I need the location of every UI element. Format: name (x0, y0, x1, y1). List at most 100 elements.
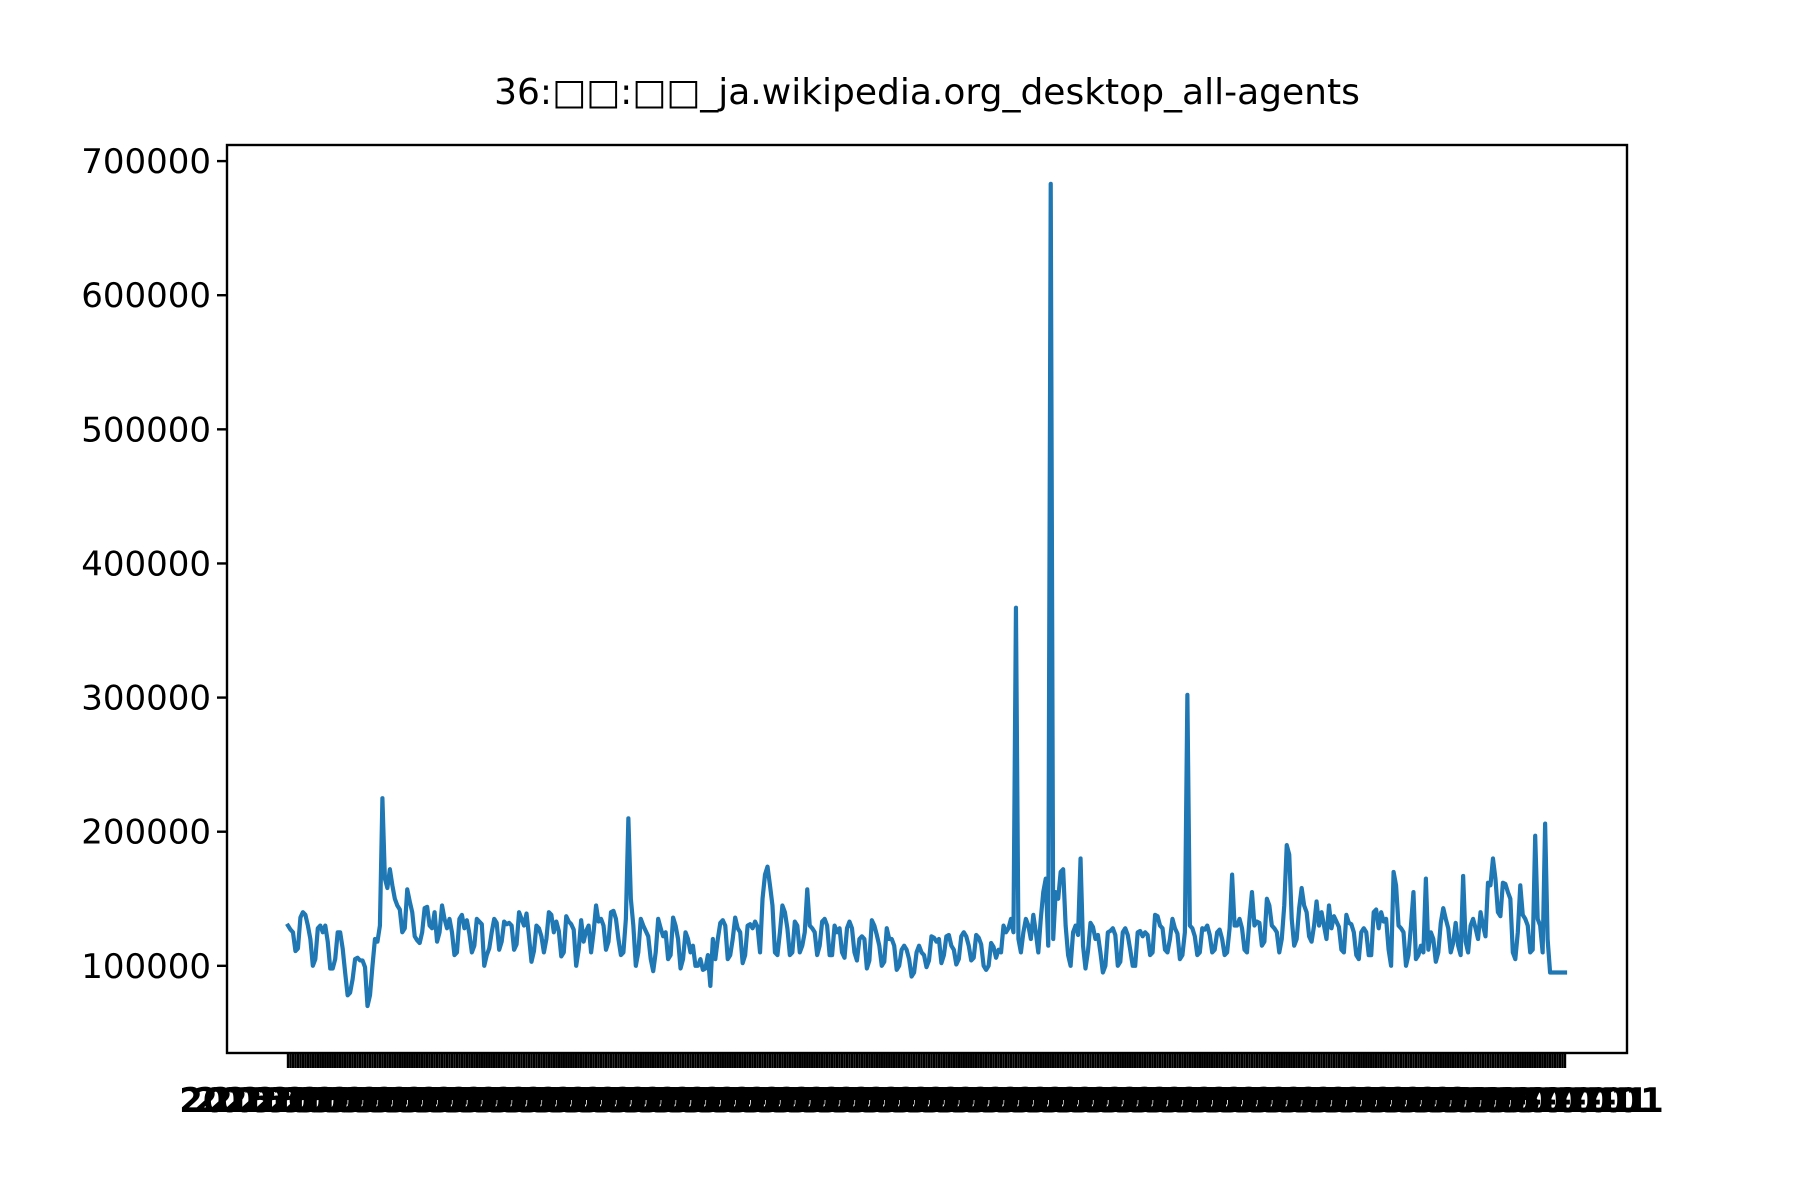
x-tick-label: 2015-07-01 (1178, 1081, 1395, 1121)
x-tick-label: 2015-07-01 (939, 1081, 1156, 1121)
x-tick-label: 2015-07-01 (612, 1081, 829, 1121)
x-tick-label: 2015-07-01 (269, 1081, 486, 1121)
x-tick-label: 2015-07-01 (567, 1081, 784, 1121)
y-axis: 100000 200000 300000 400000 500000 600000 7000… (81, 142, 227, 987)
x-tick-label: 2015-07-01 (1417, 1081, 1634, 1121)
x-tick-label: 2015-07-01 (1357, 1081, 1574, 1121)
x-tick-label: 2015-07-01 (984, 1081, 1201, 1121)
x-tick-label: 2015-07-01 (671, 1081, 888, 1121)
x-tick-label: 2015-07-01 (835, 1081, 1052, 1121)
x-tick-label: 2015-07-01 (448, 1081, 665, 1121)
series-line (285, 181, 1568, 1009)
x-tick-label: 2015-07-01 (746, 1081, 963, 1121)
x-tick-label: 2015-07-01 (462, 1081, 679, 1121)
x-tick-label: 2015-07-01 (1372, 1081, 1589, 1121)
x-tick-label: 2015-07-01 (895, 1081, 1112, 1121)
x-tick-label: 2015-07-01 (418, 1081, 635, 1121)
x-tick-label: 2015-07-01 (239, 1081, 456, 1121)
x-tick-label: 2015-07-01 (522, 1081, 739, 1121)
x-tick-label: 2015-07-01 (1387, 1081, 1604, 1121)
x-tick-label: 2015-07-01 (1282, 1081, 1499, 1121)
x-tick-label: 2015-07-01 (999, 1081, 1216, 1121)
x-tick-label: 2015-07-01 (1014, 1081, 1231, 1121)
x-tick-label: 2015-07-01 (1312, 1081, 1529, 1121)
x-tick-label: 2015-07-01 (731, 1081, 948, 1121)
x-tick-label: 2015-07-01 (1133, 1081, 1350, 1121)
x-tick-label: 2015-07-01 (850, 1081, 1067, 1121)
x-tick-label: 2015-07-01 (1193, 1081, 1410, 1121)
x-tick-label: 2015-07-01 (209, 1081, 426, 1121)
x-tick-label: 2015-07-01 (328, 1081, 545, 1121)
x-tick-label: 2015-07-01 (1446, 1081, 1663, 1121)
y-tick-label: 600000 (81, 276, 211, 316)
x-tick-label: 2015-07-01 (492, 1081, 709, 1121)
y-tick-label: 400000 (81, 544, 211, 584)
x-tick-label: 2015-07-01 (641, 1081, 858, 1121)
x-tick-label: 2015-07-01 (1029, 1081, 1246, 1121)
x-tick-label: 2015-07-01 (1253, 1081, 1470, 1121)
x-tick-label: 2015-07-01 (1118, 1081, 1335, 1121)
x-tick-label: 2015-07-01 (910, 1081, 1127, 1121)
x-tick-label: 2015-07-01 (388, 1081, 605, 1121)
x-tick-label: 2015-07-01 (969, 1081, 1186, 1121)
x-tick-label: 2015-07-01 (716, 1081, 933, 1121)
axes-frame (225, 143, 1629, 1055)
x-tick-label: 2015-07-01 (656, 1081, 873, 1121)
x-tick-label: 2015-07-01 (1297, 1081, 1514, 1121)
x-tick-label: 2015-07-01 (343, 1081, 560, 1121)
x-tick-label: 2015-07-01 (582, 1081, 799, 1121)
x-tick-label: 2015-07-01 (179, 1081, 396, 1121)
x-tick-label: 2015-07-01 (1431, 1081, 1648, 1121)
x-tick-label: 2015-07-01 (1074, 1081, 1291, 1121)
x-tick-label: 2015-07-01 (373, 1081, 590, 1121)
y-tick-label: 100000 (81, 947, 211, 987)
y-tick-label: 200000 (81, 813, 211, 853)
x-tick-label: 2015-07-01 (477, 1081, 694, 1121)
x-tick-label: 2015-07-01 (701, 1081, 918, 1121)
x-tick-label: 2015-07-01 (537, 1081, 754, 1121)
x-tick-label: 2015-07-01 (1148, 1081, 1365, 1121)
x-tick-label: 2015-07-01 (790, 1081, 1007, 1121)
x-tick-label: 2015-07-01 (284, 1081, 501, 1121)
x-tick-label: 2015-07-01 (358, 1081, 575, 1121)
y-tick-label: 500000 (81, 410, 211, 450)
y-tick-label: 300000 (81, 679, 211, 719)
x-tick-label: 2015-07-01 (1089, 1081, 1306, 1121)
x-tick-label: 2015-07-01 (1223, 1081, 1440, 1121)
x-tick-label: 2015-07-01 (403, 1081, 620, 1121)
x-tick-label: 2015-07-01 (820, 1081, 1037, 1121)
x-tick-label: 2015-07-01 (776, 1081, 993, 1121)
x-tick-label: 2015-07-01 (597, 1081, 814, 1121)
x-tick-label: 2015-07-01 (1267, 1081, 1484, 1121)
x-tick-label: 2015-07-01 (1402, 1081, 1619, 1121)
x-tick-label: 2015-07-01 (433, 1081, 650, 1121)
x-axis: 2015-07-012015-07-012015-07-012015-07-01… (179, 1053, 1664, 1121)
x-tick-label: 2015-07-01 (1163, 1081, 1380, 1121)
x-tick-label: 2015-07-01 (1059, 1081, 1276, 1121)
plot-area (285, 181, 1568, 1009)
x-tick-label: 2015-07-01 (954, 1081, 1171, 1121)
x-tick-label: 2015-07-01 (299, 1081, 516, 1121)
x-tick-label: 2015-07-01 (925, 1081, 1142, 1121)
x-tick-label: 2015-07-01 (626, 1081, 843, 1121)
chart-title: 36:□□:□□_ja.wikipedia.org_desktop_all-ag… (494, 72, 1360, 113)
x-tick-label: 2015-07-01 (865, 1081, 1082, 1121)
x-tick-label: 2015-07-01 (507, 1081, 724, 1121)
x-tick-label: 2015-07-01 (1208, 1081, 1425, 1121)
x-tick-label: 2015-07-01 (880, 1081, 1097, 1121)
x-tick-label: 2015-07-01 (1103, 1081, 1320, 1121)
x-tick-label: 2015-07-01 (761, 1081, 978, 1121)
x-tick-label: 2015-07-01 (254, 1081, 471, 1121)
x-tick-label: 2015-07-01 (194, 1081, 411, 1121)
x-tick-label: 2015-07-01 (552, 1081, 769, 1121)
x-tick-label: 2015-07-01 (224, 1081, 441, 1121)
y-tick-label: 700000 (81, 142, 211, 182)
x-tick-label: 2015-07-01 (686, 1081, 903, 1121)
x-tick-label: 2015-07-01 (805, 1081, 1022, 1121)
x-tick-label: 2015-07-01 (1327, 1081, 1544, 1121)
x-tick-label: 2015-07-01 (1044, 1081, 1261, 1121)
x-tick-label: 2015-07-01 (1238, 1081, 1455, 1121)
